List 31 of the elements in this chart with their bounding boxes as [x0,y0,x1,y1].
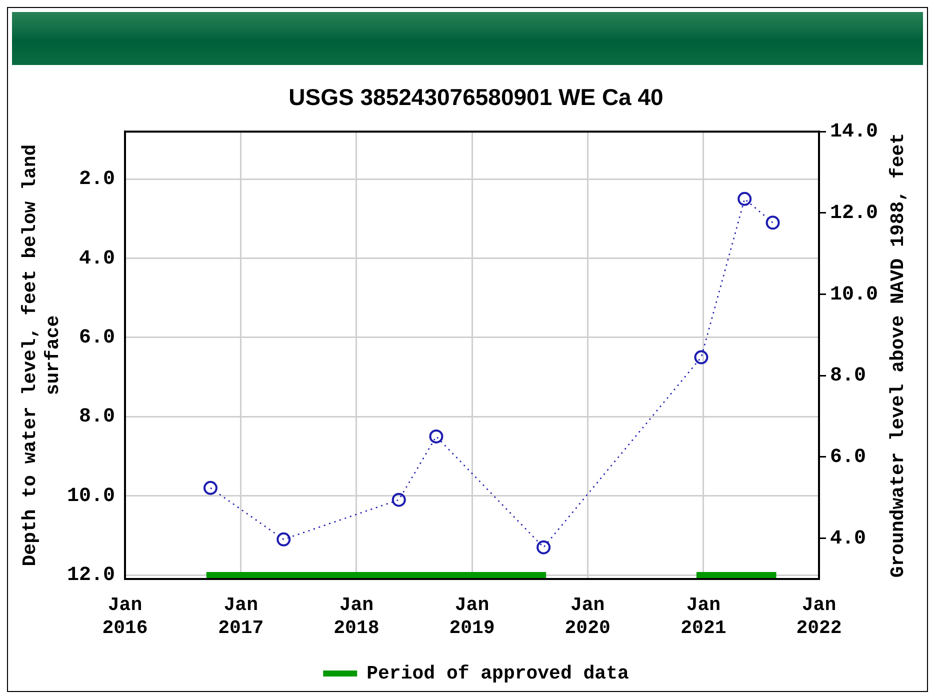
chart-title: USGS 385243076580901 WE Ca 40 [288,84,664,110]
x-tick-label: Jan 2022 [796,594,842,639]
y2-tick-label: 8.0 [830,364,866,388]
y-tick-label: 6.0 [78,326,115,350]
x-tick-label: Jan 2020 [564,594,610,639]
y2-tick-label: 6.0 [830,446,866,470]
y2-tick-label: 12.0 [830,202,878,225]
y2-tick-label: 4.0 [830,527,866,550]
point [276,532,291,546]
point [203,480,218,495]
point [429,429,444,444]
x-tick-label: Jan 2021 [680,594,726,639]
point [694,350,708,364]
y-tick-label: 8.0 [78,406,115,429]
legend-label: Period of approved data [366,662,629,684]
x-tick-label: Jan 2017 [218,594,264,639]
y-tick-label: 12.0 [66,564,115,588]
y-tick-label: 10.0 [66,484,115,508]
y-tick-label: 2.0 [78,168,115,192]
y-axis-title: Depth to water level, feet below land surface [19,144,64,566]
y2-axis-title: Groundwater level above NAVD 1988, feet [886,132,909,578]
y-tick-label: 4.0 [78,247,115,270]
x-tick-label: Jan 2016 [102,594,148,639]
point [536,540,551,554]
x-tick-label: Jan 2018 [334,594,380,639]
y2-tick-label: 14.0 [830,120,878,144]
point [766,216,780,230]
x-tick-label: Jan 2019 [449,594,495,639]
y2-tick-label: 10.0 [830,283,878,306]
point [392,492,406,507]
point [738,192,752,206]
